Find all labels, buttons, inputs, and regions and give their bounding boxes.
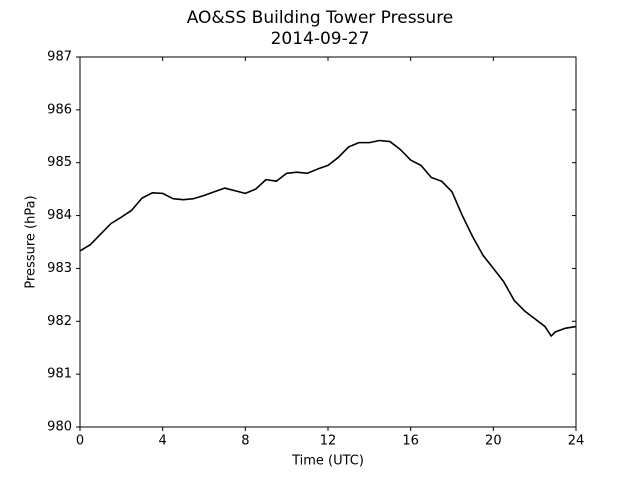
- y-tick-label: 982: [47, 314, 72, 329]
- x-tick-label: 8: [241, 434, 249, 449]
- y-tick-label: 981: [47, 367, 72, 382]
- x-tick-label: 20: [485, 434, 502, 449]
- x-tick-label: 16: [402, 434, 419, 449]
- y-tick-label: 986: [47, 102, 72, 117]
- y-axis-label: Pressure (hPa): [24, 195, 39, 288]
- chart-title: AO&SS Building Tower Pressure: [187, 8, 454, 28]
- x-tick-label: 0: [76, 434, 84, 449]
- y-tick-label: 987: [47, 50, 72, 65]
- plot-frame: [79, 56, 577, 428]
- y-tick-label: 985: [47, 155, 72, 170]
- y-tick-label: 983: [47, 261, 72, 276]
- chart-subtitle: 2014-09-27: [271, 29, 370, 49]
- x-axis-label: Time (UTC): [291, 454, 364, 469]
- x-tick-label: 24: [568, 434, 585, 449]
- line-series: [79, 139, 577, 337]
- x-tick-label: 4: [159, 434, 167, 449]
- x-tick-label: 12: [320, 434, 337, 449]
- y-tick-label: 984: [47, 208, 72, 223]
- y-tick-label: 980: [47, 420, 72, 435]
